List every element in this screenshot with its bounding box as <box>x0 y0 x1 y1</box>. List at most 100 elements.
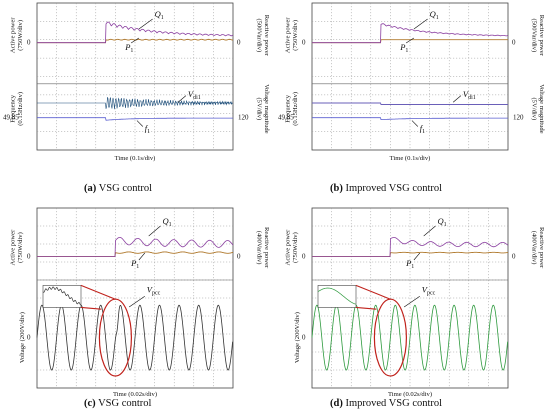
right-top-label-a-line: (500Var/div) <box>255 18 262 52</box>
caption-a: (a) VSG control <box>84 183 152 194</box>
right-bottom-label-b-line: (5V/div) <box>530 97 537 120</box>
zero-left-b: 0 <box>302 39 306 47</box>
left-top-label-a-line: Active power <box>9 17 16 54</box>
x-label-a: Time (0.1s/div) <box>115 155 156 162</box>
right-top-label-a: Reactive power(500Var/div) <box>255 15 270 57</box>
oscillogram-b: 0 0 49.85 120 Active power (750W/div) Reactive… <box>278 2 545 162</box>
label-p-a: P1 <box>124 42 133 54</box>
right-bottom-label-a: Voltage magnitude(5V/div) <box>255 84 270 134</box>
left-top-label-b: Active power (750W/div) <box>284 17 299 54</box>
left-bottom-label-a-line: (0.15Hz/div) <box>17 92 24 126</box>
left-top-label-d-line: Active power <box>284 229 291 266</box>
label-q-b: Q1 <box>430 9 439 21</box>
label-p-b: P1 <box>399 42 408 54</box>
caption-letter-d: (d) <box>330 398 343 409</box>
pointer-q-b <box>413 18 428 30</box>
right-bottom-label-b-line: Voltage magnitude <box>538 84 545 134</box>
label-q-d: Q1 <box>437 216 446 228</box>
left-top-label-b-line: (750W/div) <box>292 20 299 51</box>
left-top-label-c: Active power (750W/div) <box>9 229 24 266</box>
trace-p-d <box>312 251 509 258</box>
zero-left-d: 0 <box>302 253 306 261</box>
x-label-d: Time (0.02s/div) <box>388 391 432 398</box>
pointer-v-a <box>177 95 187 103</box>
panel-b: 0 0 49.85 120 Active power (750W/div) Reactive… <box>275 0 550 205</box>
trace-q-d <box>312 237 509 257</box>
zero-left-c: 0 <box>27 253 31 261</box>
right-top-label-c-line: Reactive power <box>263 227 270 269</box>
right-top-label-d-line: Reactive power <box>538 227 545 269</box>
left-top-label-b-line: Active power <box>284 17 291 54</box>
label-v-a: Vdi1 <box>188 89 201 101</box>
zoom-ellipse-c <box>98 298 133 377</box>
trace-f-b <box>312 117 508 120</box>
trace-v-b <box>312 102 508 105</box>
panel-a: 0 0 49.85 120 Active power (750W/div) Reactive… <box>0 0 275 205</box>
trace-vpcc-d <box>311 304 508 371</box>
zero-right-b: 0 <box>512 39 516 47</box>
left-top-label-c-line: (750W/div) <box>17 232 24 263</box>
zoom-link-top-d <box>355 284 391 300</box>
trace-v-a <box>37 97 233 110</box>
pointer-q-c <box>148 225 161 237</box>
trace-q-c <box>37 237 234 257</box>
zero-right-c: 0 <box>237 253 241 261</box>
trace-q-a <box>37 21 234 44</box>
left-top-label-c-line: Active power <box>9 229 16 266</box>
caption-text-d: Improved VSG control <box>345 398 443 409</box>
zero-bottom-d: 0 <box>302 334 306 342</box>
left-bottom-label-d: Voltage (200V/div) <box>294 312 301 363</box>
label-vpcc-c: Vpcc <box>147 285 161 297</box>
left-bottom-label-b: Frequency (0.15Hz/div) <box>284 92 299 126</box>
caption-d: (d) Improved VSG control <box>330 398 442 409</box>
pointer-vpcc-c <box>128 295 145 308</box>
left-bottom-label-a: Frequency (0.15Hz/div) <box>9 92 24 126</box>
left-top-label-a: Active power (750W/div) <box>9 17 24 54</box>
trace-q-b <box>312 23 509 44</box>
left-bottom-label-c-line: Voltage (200V/div) <box>19 312 26 363</box>
caption-letter-b: (b) <box>330 183 343 194</box>
zoom-link-top-c <box>80 284 116 300</box>
label-v-b: Vdi1 <box>463 89 476 101</box>
left-bottom-label-b-line: Frequency <box>284 94 291 123</box>
caption-c: (c) VSG control <box>84 398 151 409</box>
trace-p-c <box>37 251 234 258</box>
caption-letter-c: (c) <box>84 398 96 409</box>
left-bottom-label-c: Voltage (200V/div) <box>19 312 26 363</box>
oscillogram-a: 0 0 49.85 120 Active power (750W/div) Reactive… <box>3 2 270 162</box>
right-bottom-label-a-line: (5V/div) <box>255 97 262 120</box>
panel-c: 0 0 0 Active power (750W/div) Reactive power(… <box>0 205 275 416</box>
zoom-link-bottom-d <box>355 306 377 310</box>
pointer-f-b <box>411 120 419 127</box>
zoom-link-bottom-c <box>80 306 102 310</box>
zoom-inset-d <box>317 285 357 308</box>
zero-left-a: 0 <box>27 39 31 47</box>
caption-text-a: VSG control <box>98 183 153 194</box>
right-top-label-d: Reactive power(400Var/div) <box>530 227 545 269</box>
pointer-p-c <box>138 252 146 261</box>
panel-d: 0 0 0 Active power (750W/div) Reactive power(… <box>275 205 550 416</box>
zoom-ellipse-d <box>373 298 408 377</box>
pointer-q-d <box>423 225 436 237</box>
trace-f-a <box>37 117 233 121</box>
x-label-c: Time (0.02s/div) <box>113 391 157 398</box>
caption-text-c: VSG control <box>98 398 152 409</box>
label-q-a: Q1 <box>155 9 164 21</box>
zero-right-a: 0 <box>237 39 241 47</box>
bottom-left-value-a: 49.85 <box>3 114 19 122</box>
trace-vpcc-c <box>36 304 233 371</box>
right-top-label-b-line: (500Var/div) <box>530 18 537 52</box>
pointer-p-a <box>130 37 140 44</box>
pointer-vpcc-d <box>403 295 420 308</box>
right-top-label-d-line: (400Var/div) <box>530 231 537 265</box>
right-bottom-label-b: Voltage magnitude(5V/div) <box>530 84 545 134</box>
left-top-label-a-line: (750W/div) <box>17 20 24 51</box>
pointer-p-d <box>413 252 421 261</box>
zoom-inset-c <box>42 285 82 308</box>
caption-text-b: Improved VSG control <box>345 183 443 194</box>
label-p-d: P1 <box>405 258 414 270</box>
right-top-label-c-line: (400Var/div) <box>255 231 262 265</box>
pointer-q-a <box>138 18 153 30</box>
